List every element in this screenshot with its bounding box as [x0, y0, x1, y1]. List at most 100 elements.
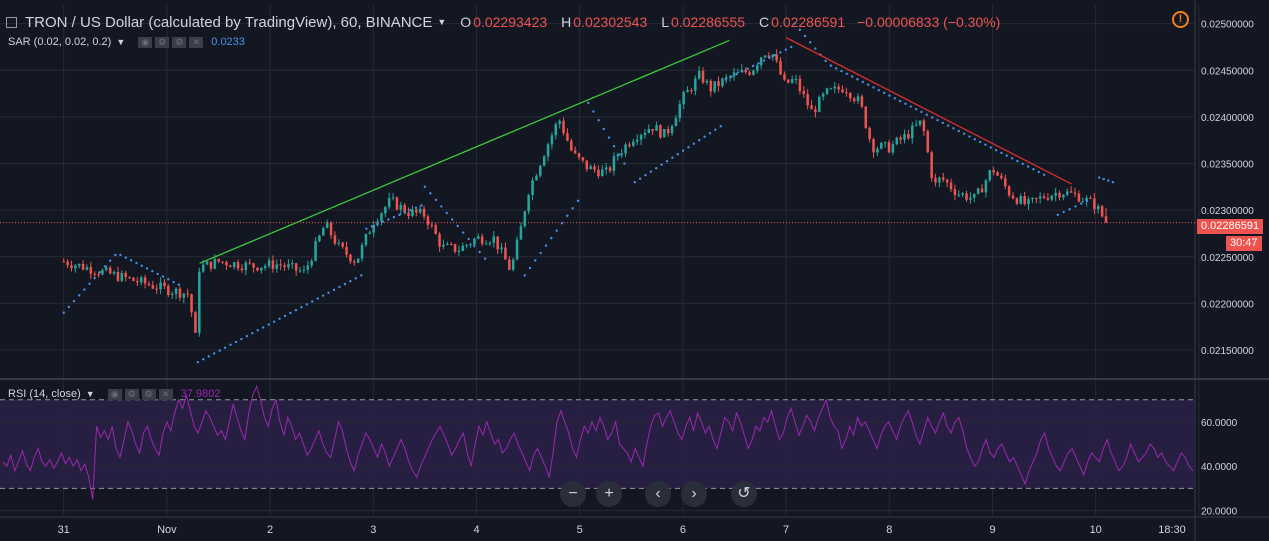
- candle-body: [918, 120, 922, 125]
- sar-dot: [1056, 213, 1060, 217]
- sar-dot: [779, 51, 782, 54]
- candle-body: [1073, 192, 1077, 194]
- exclamation-circle-icon[interactable]: !: [1172, 11, 1189, 28]
- candle-body: [1093, 198, 1096, 210]
- sar-dot: [698, 139, 701, 142]
- chart-header: TRON / US Dollar (calculated by TradingV…: [6, 11, 1000, 33]
- sar-dot: [1068, 208, 1071, 211]
- rsi-line: [2, 384, 1194, 500]
- candle-body: [66, 261, 69, 266]
- candle-body: [453, 244, 457, 252]
- candle-body: [430, 224, 434, 226]
- settings-icon[interactable]: ⚙: [155, 37, 170, 48]
- gear-icon[interactable]: ⚙: [172, 37, 187, 48]
- close-icon[interactable]: ✕: [189, 37, 204, 48]
- candle-body: [411, 209, 414, 216]
- chevron-down-icon[interactable]: ▼: [116, 37, 126, 47]
- sar-dot: [681, 149, 685, 152]
- candle-body: [271, 260, 275, 269]
- candle-body: [903, 133, 906, 140]
- price-tick-label: 0.02400000: [1201, 113, 1254, 124]
- candle-body: [732, 72, 736, 77]
- zoom-out-icon[interactable]: −: [560, 481, 586, 507]
- sar-dot: [644, 173, 647, 177]
- candle-body: [678, 104, 682, 118]
- change-value: −0.00006833 (−0.30%): [857, 14, 1001, 30]
- candle-body: [996, 172, 999, 176]
- candle-body: [620, 153, 623, 155]
- sar-dot: [861, 80, 865, 84]
- candle-body: [198, 271, 201, 333]
- candle-body: [504, 247, 507, 260]
- sar-dot: [251, 332, 254, 335]
- collapse-pane-icon[interactable]: [6, 16, 17, 28]
- sar-dot: [294, 308, 298, 312]
- candle-body: [682, 92, 685, 105]
- candle-body: [279, 264, 282, 266]
- scroll-left-icon[interactable]: ‹: [645, 481, 671, 507]
- candle-body: [283, 265, 286, 268]
- candle-body: [457, 250, 461, 252]
- candle-body: [1038, 196, 1042, 199]
- candle-body: [1104, 216, 1108, 223]
- candle-body: [860, 96, 864, 107]
- gear-icon[interactable]: ⚙: [141, 389, 156, 400]
- candle-body: [581, 157, 585, 161]
- candle-body: [585, 160, 589, 170]
- sar-dot: [676, 153, 679, 156]
- sar-dot: [172, 280, 175, 284]
- sar-dot: [124, 256, 127, 259]
- candle-body: [155, 288, 158, 290]
- candle-body: [232, 262, 236, 268]
- sar-dot: [445, 211, 448, 215]
- sar-dot: [1021, 162, 1024, 166]
- candle-body: [891, 144, 895, 153]
- candle-body: [70, 265, 73, 269]
- sar-label[interactable]: SAR (0.02, 0.02, 0.2): [8, 36, 112, 48]
- sar-dot: [612, 145, 616, 148]
- eye-icon[interactable]: ◉: [107, 389, 122, 400]
- candle-body: [794, 78, 798, 80]
- sar-dot: [429, 192, 432, 195]
- reset-icon[interactable]: ↺: [731, 481, 757, 507]
- sar-dot: [223, 346, 227, 349]
- sar-dot: [768, 56, 771, 60]
- zoom-in-icon[interactable]: +: [596, 481, 622, 507]
- candle-body: [345, 246, 348, 255]
- low-label: L: [661, 14, 670, 30]
- sar-dot: [129, 259, 133, 262]
- scroll-right-icon[interactable]: ›: [681, 481, 707, 507]
- sar-dot: [994, 148, 998, 152]
- candle-body: [391, 197, 395, 199]
- sar-dot: [135, 261, 138, 265]
- eye-icon[interactable]: ◉: [138, 37, 153, 48]
- candle-body: [93, 273, 96, 275]
- candle-body: [1062, 194, 1065, 198]
- low-value: 0.02286555: [671, 14, 746, 30]
- candle-body: [217, 258, 220, 262]
- symbol-title[interactable]: TRON / US Dollar (calculated by TradingV…: [25, 13, 433, 31]
- candle-body: [159, 282, 162, 290]
- candle-body: [318, 235, 321, 242]
- sar-dot: [803, 34, 807, 38]
- candle-body: [577, 153, 581, 158]
- settings-icon[interactable]: ⚙: [124, 389, 139, 400]
- candle-body: [1027, 199, 1030, 205]
- chevron-down-icon[interactable]: ▼: [85, 389, 95, 399]
- rsi-label[interactable]: RSI (14, close): [8, 388, 81, 400]
- close-icon[interactable]: ✕: [158, 389, 173, 400]
- price-tick-label: 0.02150000: [1201, 346, 1254, 357]
- sar-dot: [655, 166, 658, 170]
- candle-body: [802, 91, 806, 95]
- sar-dot: [343, 282, 347, 286]
- candle-body: [399, 205, 403, 210]
- sar-dot: [602, 127, 605, 131]
- sar-dot: [289, 311, 292, 315]
- chevron-down-icon[interactable]: ▼: [437, 17, 447, 27]
- sar-dot: [576, 199, 580, 203]
- sar-dot: [952, 127, 955, 130]
- candle-body: [845, 92, 848, 94]
- time-tick-label: 8: [886, 524, 892, 536]
- candle-body: [252, 263, 255, 268]
